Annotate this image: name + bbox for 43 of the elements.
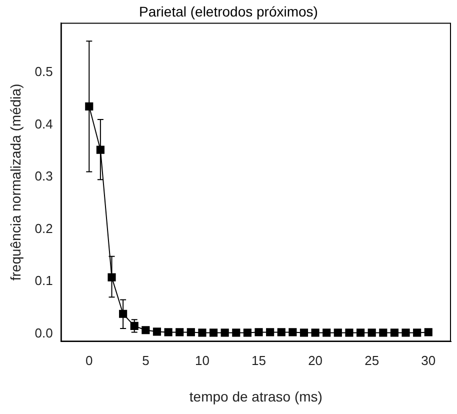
point: [402, 328, 410, 337]
x-tick-label: 10: [194, 352, 210, 368]
y-tick-label: 0.2: [34, 220, 53, 236]
point: [334, 328, 342, 337]
point: [288, 328, 297, 336]
point: [152, 328, 162, 336]
y-tick-label: 0.0: [34, 325, 53, 340]
point: [266, 328, 274, 336]
y-tick-label: 0.4: [34, 116, 53, 132]
point: [209, 328, 218, 337]
point: [322, 328, 331, 337]
point: [232, 328, 240, 337]
y-axis-title: frequência normalizada (média): [7, 84, 24, 281]
y-tick-label: 0.3: [34, 168, 53, 184]
y-tick-label: 0.1: [34, 273, 53, 288]
point: [345, 328, 354, 337]
x-tick-label: 20: [308, 352, 323, 368]
point: [379, 328, 388, 337]
x-tick-label: 30: [421, 352, 436, 368]
point: [220, 328, 229, 337]
point: [254, 328, 263, 336]
x-tick-label: 0: [86, 352, 93, 368]
point: [300, 328, 308, 337]
y-tick-label: 0.5: [34, 64, 53, 80]
point: [186, 328, 195, 336]
point: [198, 328, 206, 337]
point: [176, 328, 184, 336]
x-tick-label: 15: [252, 352, 266, 368]
point: [108, 273, 116, 282]
x-axis-title: tempo de atraso (ms): [189, 388, 322, 404]
point: [356, 328, 365, 337]
point: [413, 328, 422, 337]
point: [311, 328, 320, 337]
x-tick-label: 25: [364, 352, 380, 368]
point: [277, 328, 286, 336]
chart-title: Parietal (eletrodos próximos): [139, 3, 318, 20]
point: [142, 326, 150, 334]
point: [424, 328, 432, 336]
x-tick-label: 5: [142, 352, 150, 368]
point: [164, 328, 172, 336]
point: [390, 328, 398, 337]
point: [243, 328, 252, 337]
point: [368, 328, 376, 337]
